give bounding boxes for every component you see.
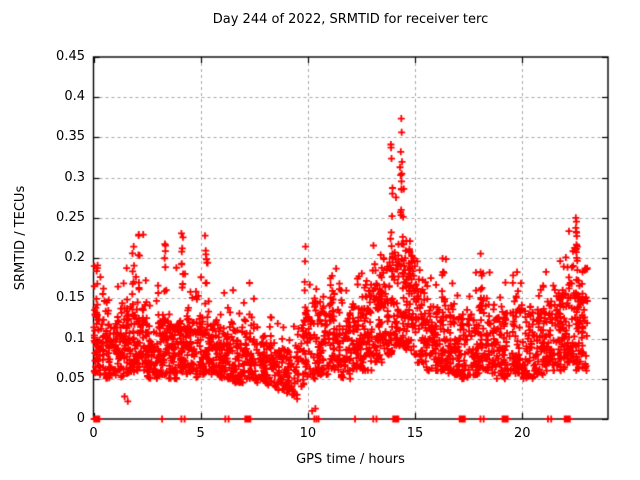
x-tick-label: 20 — [513, 426, 531, 441]
x-tick-label: 5 — [196, 426, 205, 441]
y-tick-label: 0.3 — [64, 169, 85, 185]
y-tick-label: 0 — [76, 411, 85, 426]
x-tick-label: 15 — [406, 426, 424, 441]
y-tick-label: 0.15 — [56, 290, 85, 306]
y-tick-label: 0.4 — [64, 89, 85, 105]
y-tick-label: 0.2 — [64, 250, 85, 266]
x-tick-label: 10 — [299, 426, 317, 441]
y-tick-label: 0.35 — [56, 129, 85, 145]
x-axis-label: GPS time / hours — [296, 452, 405, 467]
y-tick-label: 0.45 — [56, 49, 85, 64]
x-tick-label: 0 — [89, 426, 98, 441]
y-tick-label: 0.05 — [56, 370, 85, 386]
y-axis-label: SRMTID / TECUs — [13, 185, 28, 291]
y-tick-label: 0.25 — [56, 209, 85, 225]
chart-title: Day 244 of 2022, SRMTID for receiver ter… — [212, 12, 489, 27]
y-tick-label: 0.1 — [64, 330, 85, 346]
